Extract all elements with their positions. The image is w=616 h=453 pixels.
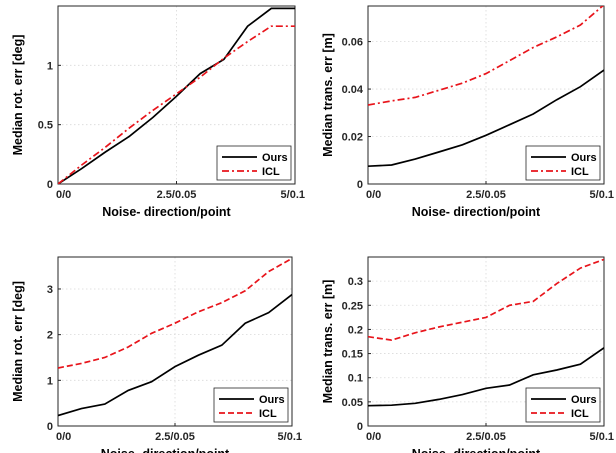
x-tick-label: 0/0 (56, 431, 71, 443)
y-tick-label: 0.02 (342, 132, 363, 144)
legend: Ours ICL (525, 145, 601, 181)
y-axis-title: Median trans. err [m] (321, 280, 335, 404)
x-axis-title: Noise- direction/point (412, 447, 541, 453)
x-tick-label: 2.5/0.05 (466, 189, 506, 201)
legend-label-icl: ICL (262, 166, 280, 178)
y-tick-label: 0.05 (342, 397, 363, 409)
legend: Ours ICL (525, 387, 601, 423)
x-tick-label: 2.5/0.05 (155, 431, 195, 443)
y-tick-label: 0 (357, 179, 363, 191)
legend-box (525, 145, 601, 181)
series-line-ours (58, 7, 295, 184)
legend-label-ours: Ours (262, 152, 288, 164)
legend-label-icl: ICL (571, 166, 589, 178)
legend-box (213, 387, 289, 423)
legend-label-ours: Ours (259, 394, 285, 406)
legend-box (525, 387, 601, 423)
y-tick-label: 0.04 (342, 84, 364, 96)
series-line-ours (58, 293, 292, 417)
y-tick-label: 0.3 (348, 276, 363, 288)
legend-label-icl: ICL (571, 408, 589, 420)
y-tick-label: 0.1 (348, 373, 363, 385)
y-tick-label: 0 (357, 421, 363, 433)
legend-label-icl: ICL (259, 408, 277, 420)
x-axis-title: Noise- direction/point (102, 205, 231, 219)
chart-panel-2: 0/0 2.5/0.05 5/0.1 0 0.02 0.04 0.06 Noise- dire… (321, 5, 614, 219)
legend: Ours ICL (213, 387, 289, 423)
y-axis-title: Median rot. err [deg] (11, 35, 25, 156)
x-tick-label: 5/0.1 (281, 189, 305, 201)
series-line-icl (58, 257, 292, 369)
series-line-icl (368, 6, 604, 106)
y-tick-label: 0.25 (342, 300, 363, 312)
legend-label-ours: Ours (571, 394, 597, 406)
series-line-icl (368, 258, 604, 341)
y-tick-label: 1 (47, 60, 53, 72)
x-tick-label: 5/0.1 (278, 431, 302, 443)
chart-panel-4: 0/0 2.5/0.05 5/0.1 0 0.05 0.1 0.15 0.2 0.25 0.3 No… (321, 256, 614, 453)
series-line-ours (368, 69, 604, 168)
y-tick-label: 0.2 (348, 324, 363, 336)
y-axis-title: Median trans. err [m] (321, 33, 335, 157)
y-tick-label: 0.15 (342, 349, 363, 361)
chart-panel-3: 0/0 2.5/0.05 5/0.1 0 1 2 3 Noise- direction/poi… (11, 256, 302, 453)
x-axis-title: Noise- direction/point (412, 205, 541, 219)
y-tick-label: 2 (47, 330, 53, 342)
x-tick-label: 0/0 (56, 189, 71, 201)
x-axis-title: Noise- direction/point (101, 447, 230, 453)
series-line-ours (368, 347, 604, 407)
legend-label-ours: Ours (571, 152, 597, 164)
y-tick-label: 0 (47, 421, 53, 433)
y-tick-label: 0.06 (342, 37, 363, 49)
x-tick-label: 0/0 (366, 189, 381, 201)
y-tick-label: 0 (47, 179, 53, 191)
chart-panel-1: 0/0 2.5/0.05 5/0.1 0 0.5 1 Noise- direction/po… (11, 5, 305, 219)
x-tick-label: 2.5/0.05 (466, 431, 506, 443)
y-tick-label: 3 (47, 284, 53, 296)
x-tick-label: 0/0 (366, 431, 381, 443)
x-tick-label: 2.5/0.05 (157, 189, 197, 201)
legend-box (216, 145, 292, 181)
legend: Ours ICL (216, 145, 292, 181)
y-tick-label: 1 (47, 375, 53, 387)
x-tick-label: 5/0.1 (590, 189, 614, 201)
x-tick-label: 5/0.1 (590, 431, 614, 443)
y-tick-label: 0.5 (38, 120, 53, 132)
y-axis-title: Median rot. err [deg] (11, 281, 25, 402)
series-line-icl (58, 25, 295, 184)
